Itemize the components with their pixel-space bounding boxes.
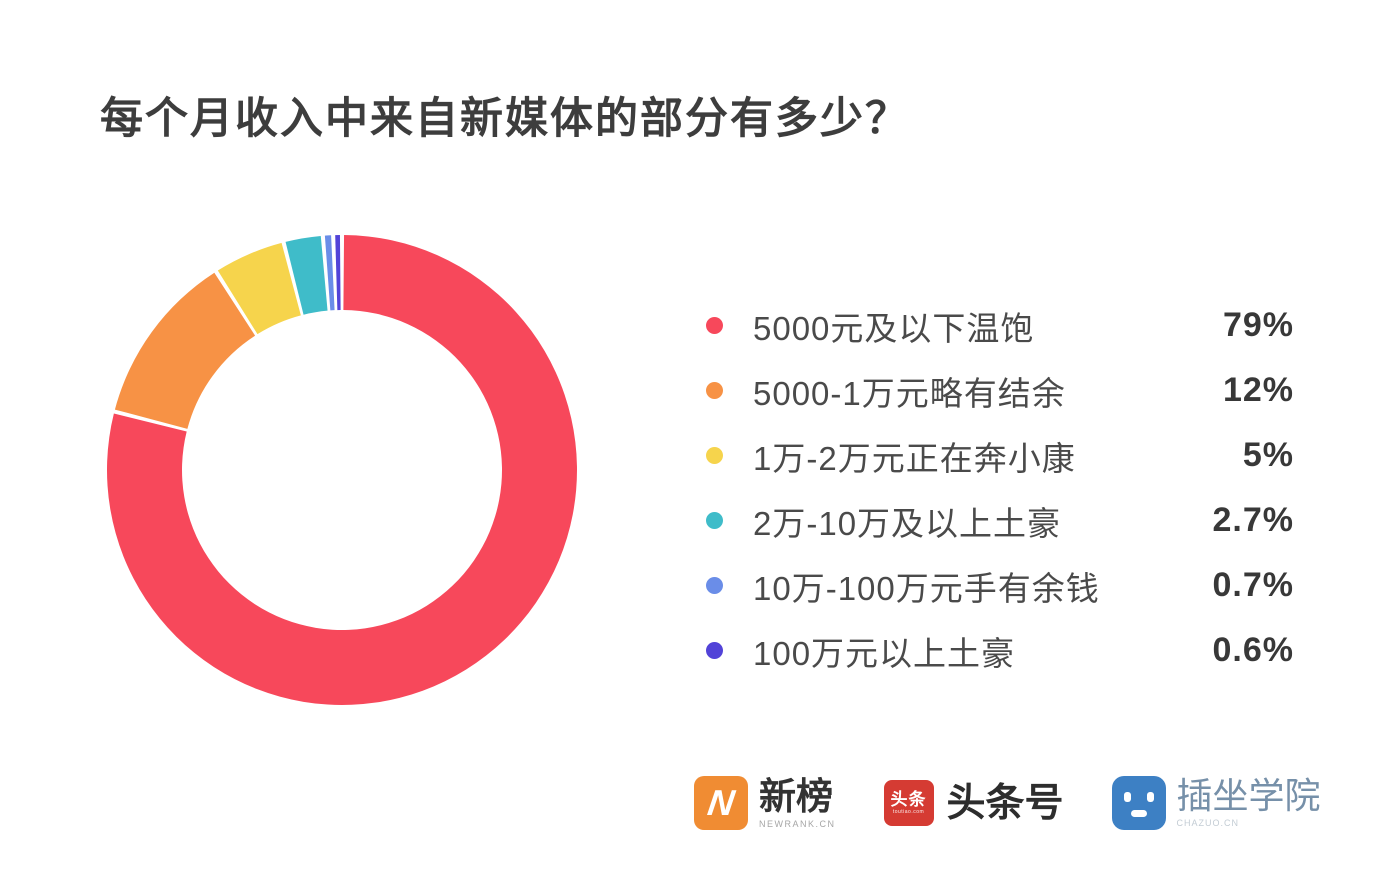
legend-item: 100万元以上土豪 0.6% xyxy=(706,618,1294,683)
donut-slice-0 xyxy=(106,235,577,706)
newrank-n-glyph: N xyxy=(705,782,737,823)
toutiao-logo-icon: 头条 toutiao.com xyxy=(883,780,934,826)
legend-dot-icon xyxy=(706,382,723,399)
legend-dot-icon xyxy=(706,642,723,659)
legend-label: 5000-1万元略有结余 xyxy=(753,374,1066,412)
donut-chart xyxy=(106,235,577,706)
legend-item: 2万-10万及以上土豪 2.7% xyxy=(706,488,1294,553)
newrank-logo-icon: N xyxy=(694,776,748,830)
legend-label: 10万-100万元手有余钱 xyxy=(753,569,1100,607)
newrank-url-text: NEWRANK.CN xyxy=(759,818,836,829)
legend-label: 100万元以上土豪 xyxy=(753,634,1016,672)
donut-slice-4 xyxy=(324,235,335,311)
chazuo-logo-text: 插坐学院 CHAZUO.CN xyxy=(1176,775,1321,829)
legend-dot-icon xyxy=(706,577,723,594)
newrank-wordmark: 新榜 xyxy=(759,775,833,817)
donut-slice-3 xyxy=(285,235,328,315)
toutiao-icon-text: 头条 xyxy=(890,789,927,809)
legend-value: 5% xyxy=(1242,436,1294,474)
legend-item: 5000元及以下温饱 79% xyxy=(706,293,1294,358)
chazuo-face-mouth-icon xyxy=(1130,810,1147,817)
legend-label: 2万-10万及以上土豪 xyxy=(753,504,1062,542)
legend-value: 79% xyxy=(1222,306,1294,344)
chazuo-wordmark: 插坐学院 xyxy=(1176,775,1321,816)
legend-value: 0.6% xyxy=(1212,631,1294,669)
legend-dot-icon xyxy=(706,317,723,334)
legend-item: 5000-1万元略有结余 12% xyxy=(706,358,1294,423)
chazuo-face-eye-icon xyxy=(1146,792,1154,802)
legend-item: 10万-100万元手有余钱 0.7% xyxy=(706,553,1294,618)
legend-value: 2.7% xyxy=(1212,501,1294,539)
legend-value: 12% xyxy=(1222,371,1294,409)
donut-slice-2 xyxy=(217,242,301,335)
toutiao-wordmark: 头条号 xyxy=(946,781,1064,825)
footer-logos: N 新榜 NEWRANK.CN 头条 toutiao.com 头条号 插坐学院 … xyxy=(694,776,1321,830)
legend-item: 1万-2万元正在奔小康 5% xyxy=(706,423,1294,488)
legend-label: 1万-2万元正在奔小康 xyxy=(753,439,1076,477)
legend-dot-icon xyxy=(706,512,723,529)
donut-slice-1 xyxy=(114,272,256,429)
toutiao-logo: 头条 toutiao.com 头条号 xyxy=(883,780,1064,826)
donut-slice-5 xyxy=(335,235,341,311)
chazuo-face-eye-icon xyxy=(1123,792,1131,802)
toutiao-icon-tiny-text: toutiao.com xyxy=(892,808,925,815)
donut-chart-wrap xyxy=(106,234,578,706)
chazuo-logo-icon xyxy=(1111,776,1166,830)
legend-value: 0.7% xyxy=(1212,566,1294,604)
newrank-logo: N 新榜 NEWRANK.CN xyxy=(694,776,836,830)
page-title: 每个月收入中来自新媒体的部分有多少？ xyxy=(100,95,910,143)
chazuo-url-text: CHAZUO.CN xyxy=(1176,818,1240,828)
legend-label: 5000元及以下温饱 xyxy=(753,309,1035,347)
legend-dot-icon xyxy=(706,447,723,464)
chazuo-logo: 插坐学院 CHAZUO.CN xyxy=(1111,775,1321,830)
legend: 5000元及以下温饱 79% 5000-1万元略有结余 12% 1万-2万元正在… xyxy=(706,293,1294,683)
newrank-logo-text: 新榜 NEWRANK.CN xyxy=(759,778,836,829)
